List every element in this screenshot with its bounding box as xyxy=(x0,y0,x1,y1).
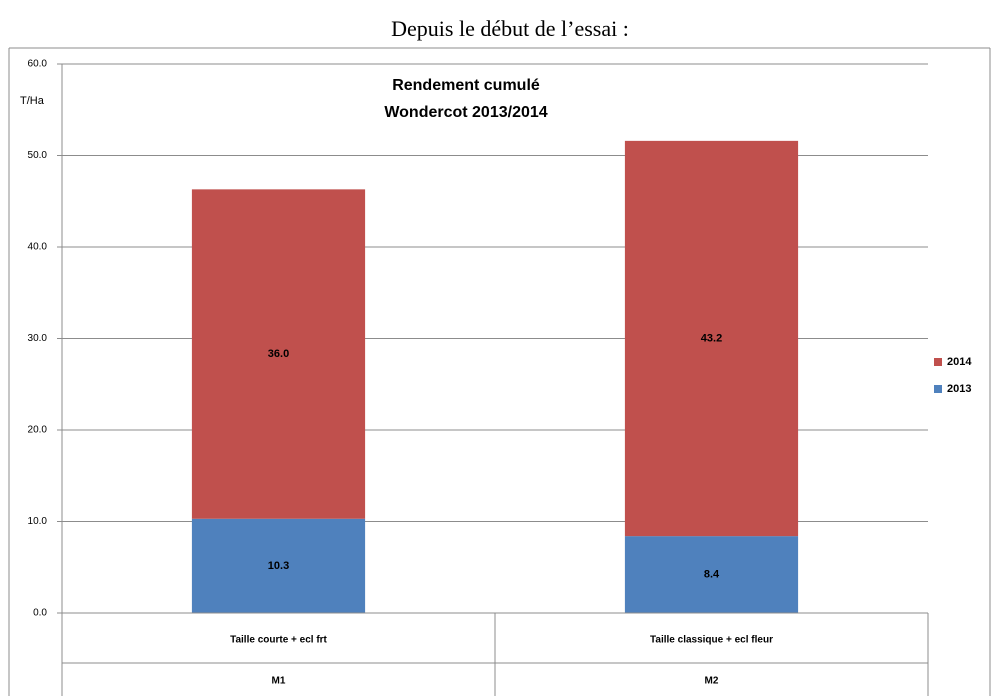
y-axis-label: T/Ha xyxy=(20,95,45,107)
y-tick-label: 50.0 xyxy=(28,150,48,161)
bar-segment xyxy=(624,140,799,537)
data-label: 10.3 xyxy=(268,560,289,572)
x-group-label: M1 xyxy=(272,676,286,687)
y-tick-label: 40.0 xyxy=(28,242,48,253)
chart-title: Rendement cumulé xyxy=(392,77,540,94)
x-tick-label: Taille courte + ecl frt xyxy=(230,635,327,646)
y-tick-label: 20.0 xyxy=(28,425,48,436)
y-tick-label: 60.0 xyxy=(28,59,48,70)
data-label: 36.0 xyxy=(268,348,289,360)
y-tick-label: 10.0 xyxy=(28,516,48,527)
legend-label: 2014 xyxy=(947,356,972,368)
legend-swatch xyxy=(934,358,942,366)
data-label: 8.4 xyxy=(704,568,720,580)
legend-swatch xyxy=(934,385,942,393)
legend-label: 2013 xyxy=(947,383,971,395)
data-label: 43.2 xyxy=(701,332,722,344)
y-tick-label: 0.0 xyxy=(33,608,47,619)
bar-segment xyxy=(191,518,366,613)
x-tick-label: Taille classique + ecl fleur xyxy=(650,635,773,646)
y-tick-label: 30.0 xyxy=(28,333,48,344)
x-group-label: M2 xyxy=(705,676,719,687)
page-heading: Depuis le début de l’essai : xyxy=(391,16,629,41)
bar-segment xyxy=(624,536,799,613)
chart-title: Wondercot 2013/2014 xyxy=(384,104,547,121)
bar-segment xyxy=(191,189,366,519)
